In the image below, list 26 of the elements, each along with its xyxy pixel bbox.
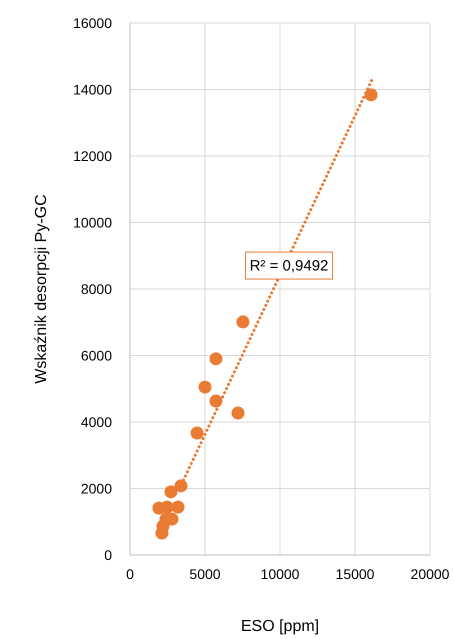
point [209, 352, 222, 366]
point [364, 88, 378, 102]
y-tick-label: 10000 [73, 214, 112, 230]
y-tick-label: 16000 [73, 14, 112, 31]
y-tick-label: 8000 [80, 280, 112, 297]
y-tick-label: 12000 [73, 148, 112, 164]
point [160, 500, 174, 514]
point [198, 380, 212, 394]
y-axis-title: Wskaźnik desorpcji Py-GC [33, 194, 50, 384]
y-tick-label: 4000 [80, 414, 112, 430]
x-tick-label: 15000 [336, 566, 375, 582]
y-tick-label: 6000 [80, 347, 112, 364]
x-tick-label: 5000 [189, 566, 221, 582]
point [232, 406, 244, 420]
y-tick-label: 2000 [80, 480, 112, 496]
point [172, 500, 184, 514]
point [164, 485, 178, 498]
y-tick-label: 14000 [73, 81, 112, 98]
point [190, 426, 204, 440]
x-tick-label: 20000 [410, 566, 450, 582]
y-tick-label: 0 [104, 546, 112, 563]
x-axis-title: ESO [ppm] [240, 618, 320, 635]
annotation: R² = 0,9492 [250, 257, 328, 274]
point [236, 315, 250, 328]
x-tick-label: 10000 [260, 566, 300, 582]
x-tick-label: 0 [126, 566, 134, 582]
